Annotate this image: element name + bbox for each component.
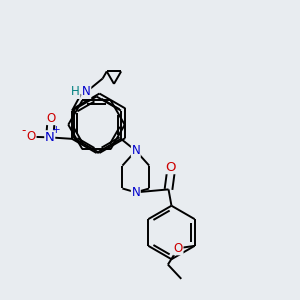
- Text: +: +: [52, 125, 61, 135]
- Text: N: N: [82, 85, 91, 98]
- Text: O: O: [166, 160, 176, 174]
- Text: H: H: [71, 85, 80, 98]
- Text: -: -: [22, 124, 26, 137]
- Text: N: N: [131, 186, 140, 199]
- Text: N: N: [45, 131, 55, 144]
- Text: O: O: [174, 242, 183, 255]
- Text: O: O: [46, 112, 56, 124]
- Text: N: N: [131, 144, 140, 157]
- Text: O: O: [27, 130, 36, 143]
